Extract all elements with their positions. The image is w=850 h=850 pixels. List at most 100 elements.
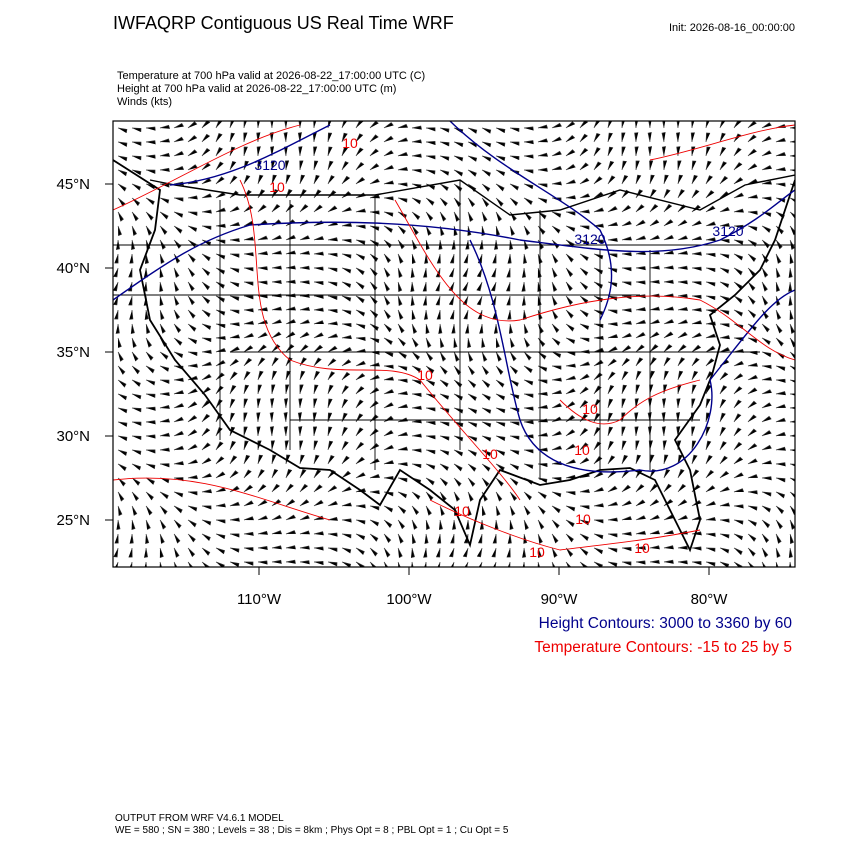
wind-barb bbox=[215, 223, 226, 228]
wind-barb bbox=[705, 221, 716, 227]
wind-barb bbox=[607, 501, 619, 507]
wind-barb bbox=[551, 390, 563, 395]
wind-barb bbox=[229, 346, 240, 353]
wind-barb bbox=[565, 519, 575, 528]
wind-barb bbox=[522, 561, 526, 567]
wind-barb bbox=[159, 225, 168, 235]
wind-barb bbox=[271, 545, 282, 550]
wind-barb bbox=[551, 445, 563, 451]
wind-barb bbox=[705, 333, 717, 339]
wind-barb bbox=[775, 417, 786, 423]
wind-barb bbox=[425, 449, 436, 455]
wind-barb bbox=[187, 505, 198, 512]
wind-barb bbox=[229, 412, 235, 423]
wind-barb bbox=[510, 421, 520, 426]
lat-label: 25°N bbox=[56, 512, 90, 529]
wind-barb bbox=[789, 561, 792, 567]
wind-barb bbox=[579, 533, 589, 541]
wind-barb bbox=[285, 234, 296, 241]
wind-barb bbox=[453, 337, 458, 349]
wind-barb bbox=[705, 160, 712, 171]
wind-barb bbox=[271, 265, 282, 270]
wind-barb bbox=[244, 281, 254, 286]
wind-barb bbox=[229, 206, 240, 213]
wind-barb bbox=[467, 379, 477, 388]
wind-barb bbox=[677, 174, 683, 185]
wind-barb bbox=[663, 559, 674, 564]
wind-barb bbox=[733, 519, 744, 525]
wind-barb bbox=[411, 448, 422, 453]
wind-barb bbox=[173, 197, 184, 202]
wind-barb bbox=[523, 140, 534, 145]
wind-barb bbox=[383, 150, 394, 157]
wind-barb bbox=[187, 211, 198, 216]
wind-barb bbox=[284, 121, 288, 129]
wind-barb bbox=[733, 133, 742, 143]
wind-barb bbox=[299, 370, 306, 381]
wind-barb bbox=[313, 384, 319, 395]
wind-barb bbox=[215, 335, 226, 340]
wind-barb bbox=[144, 309, 149, 320]
wind-barb bbox=[201, 457, 212, 465]
wind-barb bbox=[775, 152, 787, 157]
wind-barb bbox=[187, 195, 198, 200]
wind-barb bbox=[397, 295, 403, 307]
wind-barb bbox=[131, 169, 142, 176]
wind-barb bbox=[593, 253, 604, 260]
wind-barb bbox=[621, 146, 626, 156]
wind-barb bbox=[635, 357, 644, 367]
wind-barb bbox=[425, 127, 436, 132]
wind-barb bbox=[607, 547, 618, 553]
wind-barb bbox=[719, 323, 730, 328]
wind-barb bbox=[465, 323, 470, 334]
wind-barb bbox=[789, 434, 795, 437]
wind-barb bbox=[243, 547, 254, 552]
wind-barb bbox=[481, 337, 486, 348]
wind-barb bbox=[369, 387, 380, 395]
wind-barb bbox=[257, 499, 268, 507]
wind-barb bbox=[243, 440, 249, 451]
temperature-contour-label: 10 bbox=[342, 135, 358, 151]
wind-barb bbox=[299, 469, 307, 479]
wind-barb bbox=[747, 253, 757, 262]
wind-barb bbox=[113, 547, 119, 558]
wind-barb bbox=[257, 251, 269, 256]
wind-barb bbox=[789, 337, 795, 348]
wind-barb bbox=[201, 209, 212, 214]
wind-barb bbox=[257, 515, 268, 521]
wind-barb bbox=[775, 491, 786, 499]
wind-barb bbox=[424, 533, 429, 544]
wind-barb bbox=[341, 359, 352, 367]
wind-barb bbox=[159, 295, 164, 307]
wind-barb bbox=[425, 505, 432, 516]
wind-barb bbox=[271, 357, 279, 367]
wind-barb bbox=[341, 309, 352, 315]
wind-barb bbox=[144, 561, 147, 567]
wind-barb bbox=[607, 253, 618, 258]
wind-barb bbox=[719, 267, 730, 274]
wind-barb bbox=[145, 197, 155, 205]
wind-barb bbox=[201, 373, 212, 381]
wind-barb bbox=[201, 413, 210, 423]
wind-barb bbox=[257, 370, 264, 381]
wind-barb bbox=[523, 154, 534, 159]
wind-barb bbox=[369, 561, 377, 567]
wind-barb bbox=[761, 533, 770, 543]
lon-label: 100°W bbox=[386, 591, 432, 608]
wind-barb bbox=[495, 183, 505, 192]
wind-barb bbox=[313, 320, 325, 325]
wind-barb bbox=[761, 337, 771, 345]
wind-barb bbox=[129, 561, 133, 567]
wind-barb bbox=[509, 197, 519, 206]
wind-barb bbox=[523, 169, 534, 174]
wind-barb bbox=[397, 351, 407, 359]
wind-barb bbox=[423, 547, 428, 558]
wind-barb bbox=[243, 320, 255, 325]
wind-barb bbox=[789, 154, 795, 157]
wind-barb bbox=[243, 426, 248, 436]
wind-barb bbox=[173, 253, 181, 264]
wind-barb bbox=[607, 440, 614, 451]
wind-barb bbox=[509, 183, 519, 191]
wind-barb bbox=[649, 235, 660, 241]
wind-barb bbox=[215, 399, 223, 409]
